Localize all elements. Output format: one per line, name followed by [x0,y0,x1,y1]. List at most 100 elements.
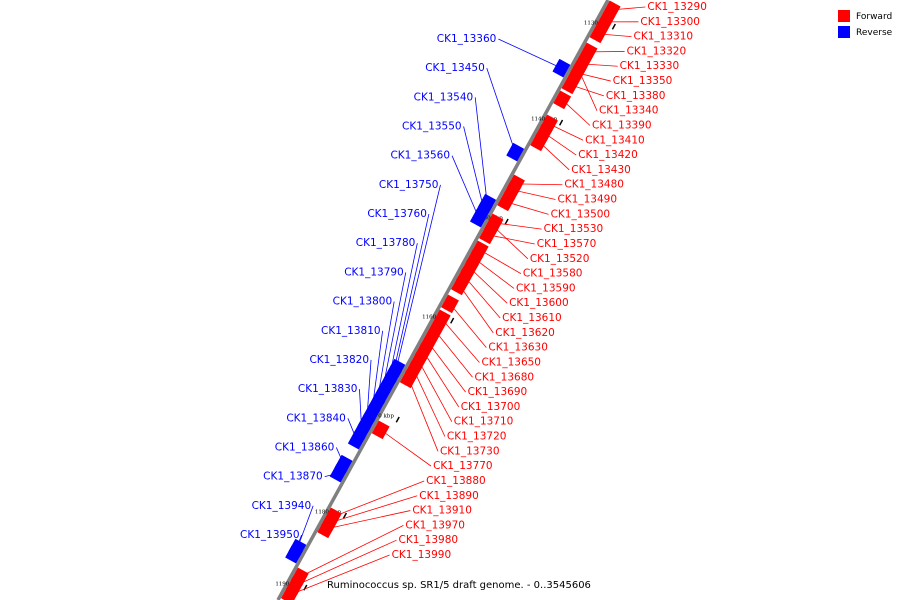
leader-line [463,126,485,210]
legend: Forward Reverse [838,10,893,38]
legend-reverse-swatch [838,26,850,38]
gene-label: CK1_13990 [392,549,452,561]
gene-label: CK1_13340 [599,105,659,117]
gene-label: CK1_13730 [440,445,500,457]
gene-label: CK1_13690 [468,386,528,398]
gene-label: CK1_13590 [516,282,576,294]
gene-label: CK1_13620 [495,327,555,339]
leader-line [418,360,453,422]
gene-label: CK1_13950 [240,529,300,541]
leader-line [371,330,384,414]
leader-line [486,68,516,153]
leader-line [492,225,529,260]
gene-label: CK1_13750 [379,179,439,191]
leader-line [474,97,488,204]
leader-line [487,234,535,245]
gene-label: CK1_13320 [627,45,687,57]
forward-gene-block [399,369,418,389]
leader-line [376,301,395,405]
leader-line [464,276,501,319]
leader-line [387,243,418,384]
leader-line [366,359,372,423]
gene-label: CK1_13820 [309,354,369,366]
leader-line [578,69,598,111]
gene-label: CK1_13610 [502,312,562,324]
gene-labels: CK1_13290 CK1_13300 CK1_13310 CK1_13320 CK1_… [240,1,707,561]
leader-line [474,258,515,289]
leader-line [469,267,508,304]
gene-label: CK1_13970 [405,519,465,531]
leader-line [576,72,611,82]
gene-label: CK1_13450 [425,62,485,74]
leader-line [297,505,314,549]
gene-label: CK1_13720 [447,431,507,443]
kbp-tick-mark [450,317,455,324]
leader-line [299,525,404,578]
kbp-tick-mark [504,218,509,225]
gene-label: CK1_13840 [286,412,346,424]
kbp-tick-mark [558,119,564,126]
kbp-tick-label: 1170 kbp [368,414,395,420]
leader-line [293,534,302,555]
gene-label: CK1_13680 [475,371,535,383]
gene-label: CK1_13890 [419,490,479,502]
genome-caption: Ruminococcus sp. SR1/5 draft genome. - 0… [327,580,591,591]
gene-label: CK1_13810 [321,325,381,337]
gene-label: CK1_13490 [557,194,617,206]
leader-line [413,369,446,437]
gene-label: CK1_13880 [426,475,486,487]
gene-label: CK1_13790 [344,266,404,278]
gene-label: CK1_13560 [390,150,450,162]
leader-line [611,6,646,11]
gene-label: CK1_13350 [613,75,673,87]
gene-label: CK1_13540 [414,91,474,103]
gene-label: CK1_13630 [488,342,548,354]
kbp-tick-mark [342,512,348,519]
leader-line [581,63,618,67]
leader-line [380,429,432,467]
gene-label: CK1_13520 [530,253,590,265]
leader-line [326,510,411,530]
gene-label: CK1_13390 [592,119,652,131]
kbp-tick-mark [395,416,400,423]
leader-line [434,330,473,378]
gene-label: CK1_13780 [356,237,416,249]
leader-line [516,183,563,186]
gene-label: CK1_13430 [571,164,631,176]
leader-line [329,495,418,524]
gene-label: CK1_13310 [634,31,694,43]
leader-line [548,123,584,141]
leader-line [479,249,522,274]
gene-label: CK1_13300 [640,16,700,28]
gene-label: CK1_13910 [412,505,472,517]
gene-label: CK1_13500 [551,208,611,220]
leader-line [335,447,344,465]
leader-line [428,342,466,393]
leader-line [494,222,542,230]
gene-label: CK1_13570 [537,238,597,250]
gene-label: CK1_13700 [461,401,521,413]
leader-line [561,99,591,126]
gene-label: CK1_13710 [454,416,514,428]
leader-line [392,213,430,375]
leader-line [598,33,632,38]
leader-line [459,285,494,334]
gene-label: CK1_13940 [252,500,312,512]
leader-line [498,38,562,69]
gene-label: CK1_13330 [620,60,680,72]
kbp-tick-mark [611,23,616,30]
gene-label: CK1_13290 [647,1,707,13]
leader-line [324,472,339,478]
leader-line [512,189,556,200]
leader-line [396,184,441,369]
leader-line [538,141,570,171]
gene-label: CK1_13410 [585,134,645,146]
gene-label: CK1_13860 [275,441,335,453]
gene-label: CK1_13800 [333,296,393,308]
gene-label: CK1_13770 [433,460,493,472]
gene-label: CK1_13760 [367,208,427,220]
leader-line [451,155,480,219]
gene-leader-lines [289,6,646,596]
leader-line [543,132,577,156]
